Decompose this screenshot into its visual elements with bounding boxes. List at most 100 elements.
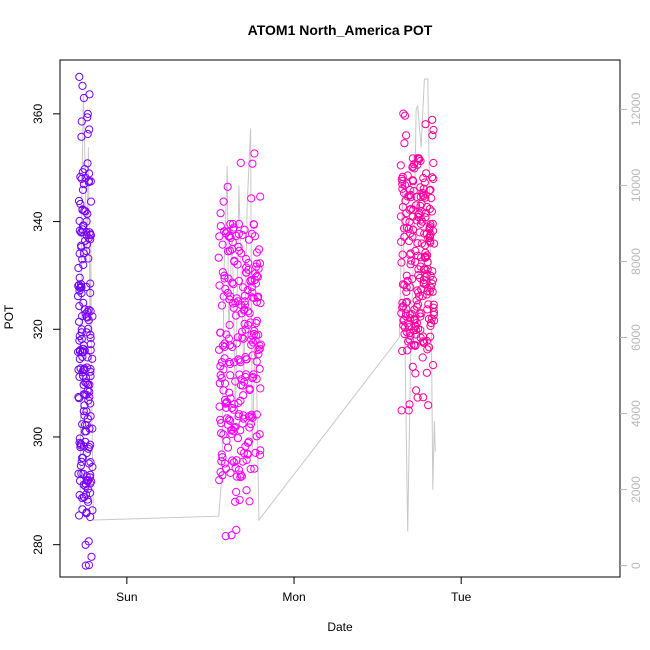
data-point — [222, 403, 231, 412]
data-point — [428, 287, 437, 296]
data-point — [85, 424, 94, 433]
data-point — [226, 394, 235, 403]
data-point — [239, 414, 248, 423]
data-point — [417, 309, 426, 318]
data-point — [425, 287, 434, 296]
data-point — [215, 232, 224, 241]
data-point — [219, 365, 228, 374]
data-point — [429, 174, 438, 183]
x-tick-label: Mon — [282, 590, 305, 604]
data-point — [86, 288, 95, 298]
data-point — [86, 235, 95, 244]
data-point — [238, 333, 247, 342]
data-point — [238, 231, 247, 240]
data-point — [86, 231, 96, 240]
data-point — [75, 511, 84, 520]
data-point — [221, 532, 230, 541]
data-point — [429, 361, 438, 370]
data-point — [83, 209, 92, 218]
data-point — [231, 377, 240, 386]
data-point — [402, 309, 411, 318]
data-point — [219, 197, 228, 206]
data-point — [216, 328, 225, 337]
data-point — [232, 231, 241, 241]
data-point — [224, 334, 233, 343]
data-point — [242, 355, 251, 364]
data-point — [84, 254, 93, 263]
data-point — [424, 401, 433, 410]
data-point — [217, 429, 226, 438]
data-point — [411, 369, 420, 378]
data-point — [245, 385, 254, 395]
data-point — [220, 342, 229, 351]
data-point — [420, 178, 429, 187]
data-point — [252, 316, 262, 325]
data-point — [226, 359, 235, 369]
data-point — [234, 398, 243, 408]
data-point — [83, 113, 92, 122]
data-point — [223, 182, 232, 191]
data-point — [232, 456, 241, 465]
data-point — [79, 344, 88, 353]
data-point — [217, 301, 226, 310]
data-point — [400, 111, 410, 120]
x-axis-label: Date — [327, 620, 353, 634]
y-tick-label: 340 — [31, 211, 45, 231]
data-point — [243, 450, 252, 459]
data-point — [412, 296, 421, 305]
data-point — [407, 256, 416, 265]
data-point — [417, 253, 426, 262]
data-point — [248, 374, 257, 383]
data-point — [85, 90, 94, 99]
data-point — [76, 280, 86, 289]
data-point — [408, 154, 417, 163]
data-point — [237, 472, 246, 481]
data-point — [240, 300, 250, 309]
data-point — [423, 305, 432, 314]
right-axis-series-line-layer — [79, 78, 436, 532]
data-point — [83, 159, 92, 168]
data-point — [408, 275, 417, 284]
data-point — [232, 487, 241, 497]
data-point — [86, 399, 95, 408]
data-point — [428, 131, 437, 140]
data-point — [243, 286, 252, 295]
data-point — [419, 393, 428, 402]
data-point — [87, 552, 96, 561]
point-cluster-1 — [74, 72, 97, 570]
data-point — [248, 159, 257, 168]
data-point — [412, 302, 421, 311]
data-point — [81, 437, 90, 446]
y2-tick-label: 2000 — [629, 476, 643, 503]
data-point — [423, 345, 432, 354]
data-point — [235, 246, 244, 255]
data-point — [406, 260, 415, 269]
x-axis: Sun Mon Tue — [116, 577, 472, 604]
data-point — [229, 458, 238, 467]
data-point — [256, 192, 265, 201]
data-point — [79, 442, 89, 451]
data-point — [238, 419, 247, 428]
data-point — [82, 217, 91, 226]
data-point — [403, 171, 412, 180]
data-point — [244, 437, 253, 446]
data-point — [256, 446, 265, 455]
data-point — [82, 247, 91, 256]
data-point — [242, 263, 251, 272]
data-point — [86, 365, 95, 374]
data-point — [221, 284, 230, 293]
data-point — [86, 367, 95, 376]
data-point — [397, 258, 406, 267]
data-point — [243, 438, 253, 447]
data-point — [413, 286, 422, 295]
data-point — [217, 450, 226, 459]
data-point — [429, 308, 439, 317]
data-point — [86, 279, 95, 288]
x-tick-label: Sun — [116, 590, 137, 604]
data-point — [255, 430, 264, 439]
data-point — [400, 232, 409, 241]
data-point — [423, 265, 432, 274]
data-point — [75, 491, 84, 500]
data-points-layer — [74, 72, 439, 570]
